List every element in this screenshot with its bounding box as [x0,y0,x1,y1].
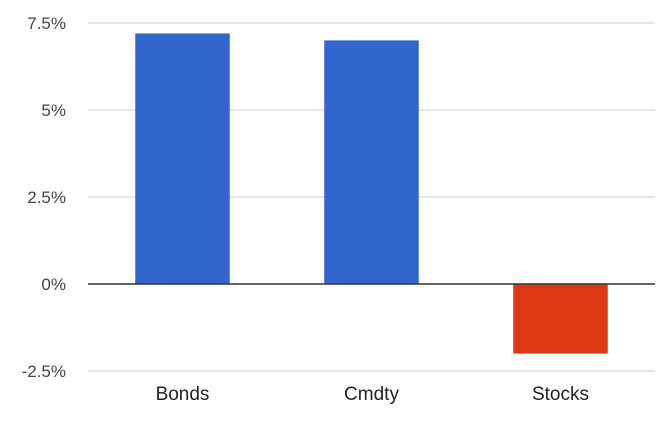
bars [135,33,608,354]
x-tick-label: Cmdty [344,384,399,405]
y-tick-label: 5% [41,101,66,120]
x-tick-label: Stocks [532,384,589,405]
y-axis-ticks: -2.5% 0% 2.5% 5% 7.5% [22,14,66,381]
y-tick-label: 2.5% [27,188,66,207]
bar-bonds[interactable] [135,33,230,284]
x-axis-ticks: Bonds Cmdty Stocks [156,384,589,405]
bar-stocks[interactable] [513,284,608,354]
y-tick-label: 0% [41,275,66,294]
y-tick-label: -2.5% [22,362,66,381]
bar-cmdty[interactable] [324,40,419,285]
y-tick-label: 7.5% [27,14,66,33]
x-tick-label: Bonds [156,384,210,405]
